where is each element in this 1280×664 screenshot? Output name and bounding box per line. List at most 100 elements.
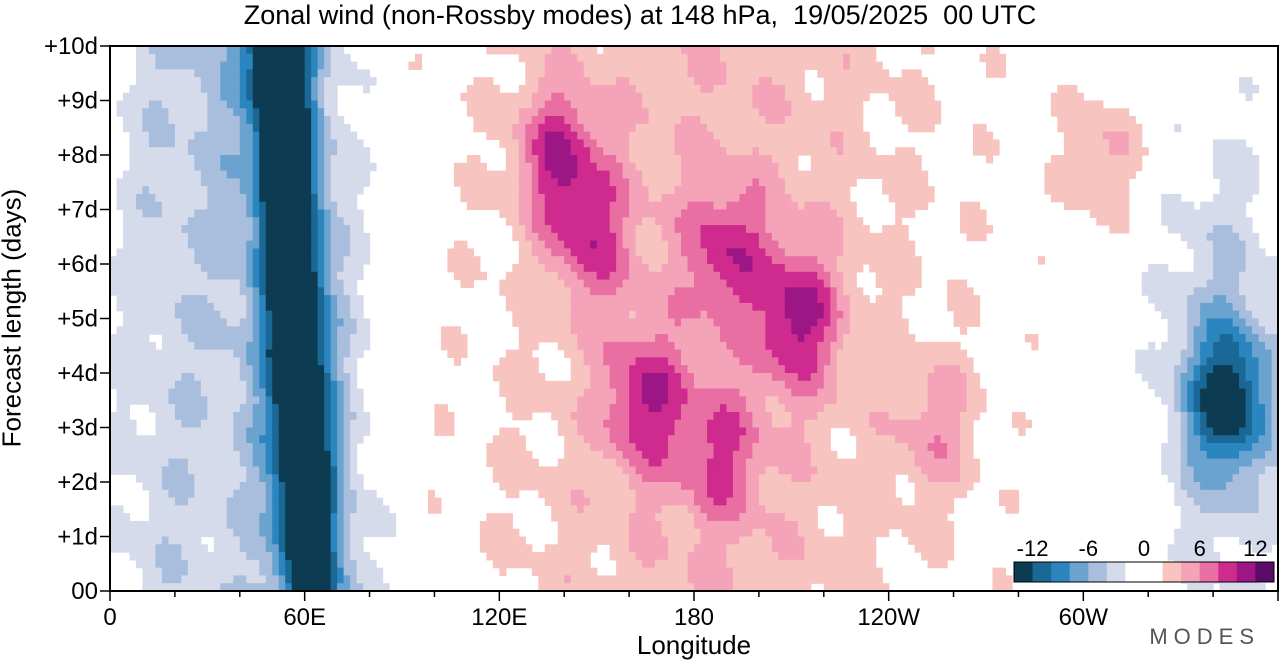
heatmap-cell bbox=[973, 201, 981, 211]
heatmap-cell bbox=[551, 147, 559, 156]
heatmap-cell bbox=[655, 92, 663, 102]
heatmap-cell bbox=[804, 139, 812, 148]
heatmap-cell bbox=[960, 365, 968, 374]
heatmap-cell bbox=[291, 326, 299, 335]
heatmap-cell bbox=[817, 100, 825, 109]
heatmap-cell bbox=[771, 139, 779, 148]
heatmap-cell bbox=[1167, 326, 1175, 335]
heatmap-cell bbox=[953, 349, 961, 359]
heatmap-cell bbox=[337, 318, 345, 327]
heatmap-cell bbox=[895, 264, 903, 273]
heatmap-cell bbox=[719, 100, 728, 109]
heatmap-cell bbox=[194, 256, 202, 265]
heatmap-cell bbox=[317, 295, 325, 304]
heatmap-cell bbox=[849, 131, 857, 141]
heatmap-cell bbox=[239, 256, 247, 265]
heatmap-cell bbox=[674, 53, 682, 63]
heatmap-cell bbox=[1219, 240, 1227, 250]
heatmap-cell bbox=[557, 310, 565, 320]
heatmap-cell bbox=[655, 357, 663, 366]
heatmap-cell bbox=[1161, 217, 1169, 226]
heatmap-cell bbox=[622, 92, 630, 102]
heatmap-cell bbox=[719, 209, 728, 218]
heatmap-cell bbox=[1271, 365, 1279, 374]
heatmap-cell bbox=[213, 209, 221, 218]
heatmap-cell bbox=[460, 178, 468, 187]
heatmap-cell bbox=[1193, 225, 1201, 234]
heatmap-cell bbox=[745, 61, 753, 70]
heatmap-cell bbox=[590, 225, 598, 234]
heatmap-cell bbox=[259, 139, 267, 148]
heatmap-cell bbox=[181, 341, 189, 351]
heatmap-cell bbox=[888, 264, 896, 273]
heatmap-cell bbox=[895, 295, 903, 304]
heatmap-cell bbox=[953, 357, 961, 366]
heatmap-cell bbox=[525, 341, 533, 351]
heatmap-cell bbox=[272, 302, 280, 312]
heatmap-cell bbox=[1258, 295, 1266, 304]
heatmap-cell bbox=[901, 209, 909, 218]
heatmap-cell bbox=[674, 279, 682, 288]
heatmap-cell bbox=[739, 310, 747, 320]
heatmap-cell bbox=[694, 334, 702, 343]
heatmap-cell bbox=[804, 264, 812, 273]
heatmap-cell bbox=[265, 240, 273, 250]
heatmap-cell bbox=[538, 201, 546, 211]
heatmap-cell bbox=[194, 116, 202, 125]
heatmap-cell bbox=[505, 279, 513, 288]
heatmap-cell bbox=[836, 162, 844, 172]
heatmap-cell bbox=[531, 53, 539, 63]
heatmap-cell bbox=[512, 123, 520, 133]
heatmap-cell bbox=[687, 271, 695, 281]
heatmap-cell bbox=[778, 139, 786, 148]
heatmap-cell bbox=[661, 232, 669, 242]
heatmap-cell bbox=[1213, 240, 1221, 250]
heatmap-cell bbox=[317, 162, 325, 172]
heatmap-cell bbox=[661, 100, 669, 109]
heatmap-cell bbox=[921, 193, 929, 203]
heatmap-cell bbox=[804, 240, 812, 250]
heatmap-cell bbox=[921, 341, 929, 351]
heatmap-cell bbox=[914, 162, 922, 172]
heatmap-cell bbox=[1252, 349, 1260, 359]
heatmap-cell bbox=[706, 310, 715, 320]
heatmap-cell bbox=[499, 201, 507, 211]
heatmap-cell bbox=[1239, 170, 1247, 179]
heatmap-cell bbox=[291, 365, 299, 374]
heatmap-cell bbox=[843, 365, 851, 374]
heatmap-cell bbox=[771, 186, 779, 195]
heatmap-cell bbox=[252, 365, 260, 374]
heatmap-cell bbox=[966, 225, 974, 234]
heatmap-cell bbox=[343, 295, 351, 304]
heatmap-cell bbox=[732, 248, 741, 257]
heatmap-cell bbox=[220, 287, 228, 296]
heatmap-cell bbox=[577, 162, 585, 172]
heatmap-cell bbox=[350, 217, 358, 226]
heatmap-cell bbox=[694, 287, 702, 296]
heatmap-cell bbox=[681, 186, 689, 195]
heatmap-cell bbox=[616, 61, 624, 70]
heatmap-cell bbox=[1057, 84, 1065, 94]
heatmap-cell bbox=[810, 287, 818, 296]
heatmap-cell bbox=[771, 310, 779, 320]
heatmap-cell bbox=[583, 232, 591, 242]
heatmap-cell bbox=[810, 100, 818, 109]
heatmap-cell bbox=[914, 201, 922, 211]
heatmap-cell bbox=[246, 116, 254, 125]
heatmap-cell bbox=[187, 318, 195, 327]
heatmap-cell bbox=[525, 295, 533, 304]
heatmap-cell bbox=[706, 108, 715, 117]
heatmap-cell bbox=[661, 349, 669, 359]
heatmap-cell bbox=[557, 170, 565, 179]
heatmap-cell bbox=[661, 318, 669, 327]
heatmap-cell bbox=[317, 264, 325, 273]
heatmap-cell bbox=[668, 46, 676, 55]
heatmap-cell bbox=[895, 209, 903, 218]
heatmap-cell bbox=[187, 334, 195, 343]
heatmap-cell bbox=[823, 77, 831, 86]
heatmap-cell bbox=[1232, 279, 1240, 288]
heatmap-cell bbox=[642, 201, 650, 211]
heatmap-cell bbox=[771, 53, 779, 63]
heatmap-cell bbox=[687, 334, 695, 343]
heatmap-cell bbox=[486, 46, 494, 55]
